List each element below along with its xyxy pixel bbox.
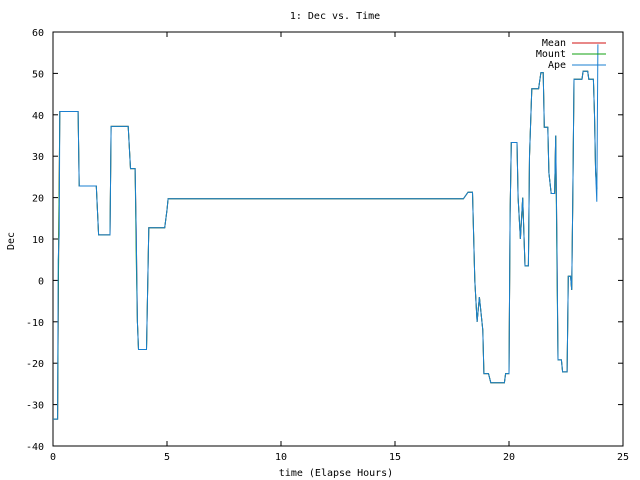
legend-label-mount: Mount — [536, 49, 566, 60]
plot-frame — [52, 31, 624, 447]
y-tick-label: 40 — [32, 111, 44, 122]
series-line-mean — [53, 70, 598, 420]
series-line-ape — [53, 44, 599, 420]
y-tick-label: -40 — [26, 442, 44, 453]
x-axis-label: time (Elapse Hours) — [279, 468, 393, 479]
chart-title: 1: Dec vs. Time — [290, 11, 380, 22]
legend-label-ape: Ape — [548, 60, 566, 71]
y-tick-label: -10 — [26, 318, 44, 329]
y-axis-label: Dec — [6, 232, 17, 250]
x-tick-label: 5 — [164, 452, 170, 463]
y-tick-label: -30 — [26, 401, 44, 412]
y-tick-label: 10 — [32, 235, 44, 246]
y-tick-label: 60 — [32, 28, 44, 39]
y-tick-label: 20 — [32, 194, 44, 205]
y-tick-label: -20 — [26, 359, 44, 370]
x-tick-label: 15 — [389, 452, 401, 463]
x-tick-label: 10 — [275, 452, 287, 463]
x-axis: 0 5 10 15 20 25 — [50, 32, 629, 463]
x-tick-label: 20 — [503, 452, 515, 463]
y-axis: -40 -30 -20 -10 0 10 20 30 40 50 60 — [26, 28, 623, 453]
series-line-mount — [53, 70, 598, 420]
y-tick-label: 0 — [38, 276, 44, 287]
y-tick-label: 50 — [32, 69, 44, 80]
series-lines — [53, 44, 599, 420]
x-tick-label: 0 — [50, 452, 56, 463]
legend-label-mean: Mean — [542, 38, 566, 49]
x-tick-label: 25 — [617, 452, 629, 463]
y-tick-label: 30 — [32, 152, 44, 163]
